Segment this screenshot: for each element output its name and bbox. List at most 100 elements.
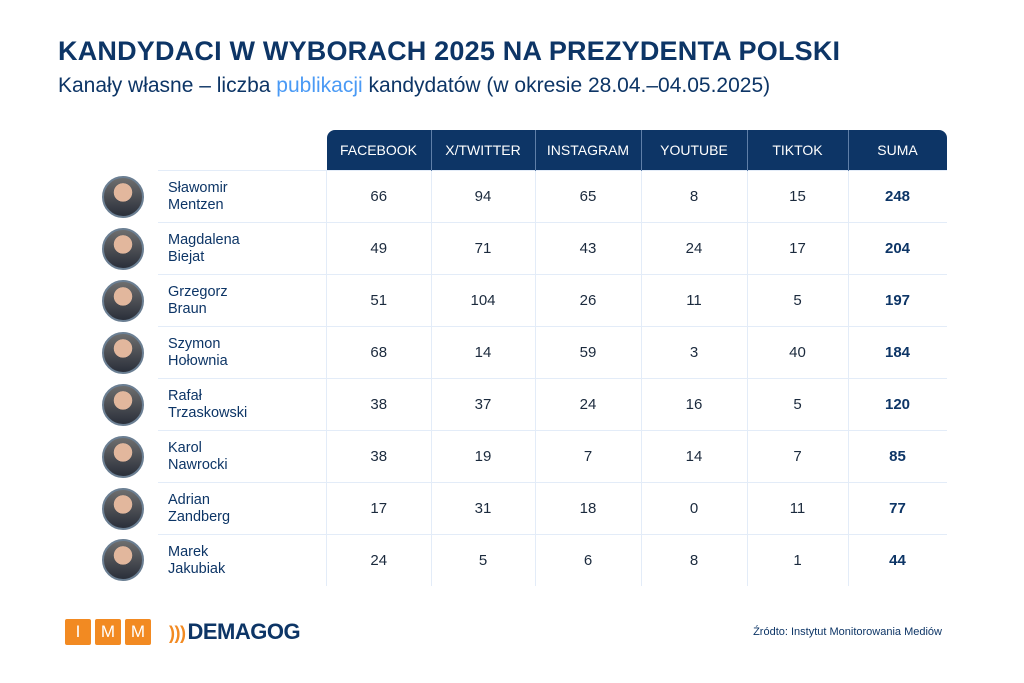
imm-logo-letter: I	[65, 619, 91, 645]
value-cell: 17	[746, 222, 848, 275]
last-name: Hołownia	[168, 352, 228, 369]
value-cell: 14	[640, 430, 747, 483]
value-cell: 3	[640, 326, 747, 379]
value-cell: 18	[534, 482, 641, 535]
avatar	[102, 227, 144, 270]
value-cell: 24	[534, 378, 641, 431]
value-cell: 38	[326, 430, 431, 483]
avatar	[102, 539, 144, 582]
value-cell: 65	[534, 170, 641, 223]
avatar-cell	[100, 327, 158, 379]
sum-cell: 204	[847, 222, 947, 275]
avatar	[102, 279, 144, 322]
last-name: Jakubiak	[168, 560, 226, 577]
first-name: Karol	[168, 439, 202, 456]
value-cell: 8	[640, 170, 747, 223]
avatar-cell	[100, 431, 158, 483]
imm-logo-letter: M	[125, 619, 151, 645]
last-name: Mentzen	[168, 196, 224, 213]
value-cell: 71	[430, 222, 535, 275]
first-name: Adrian	[168, 491, 210, 508]
sum-cell: 120	[847, 378, 947, 431]
candidate-name: Magdalena Biejat	[158, 222, 327, 275]
value-cell: 94	[430, 170, 535, 223]
publications-table: FACEBOOK X/TWITTER INSTAGRAM YOUTUBE TIKTOK S…	[100, 130, 947, 586]
candidate-name: Grzegorz Braun	[158, 274, 327, 327]
sum-cell: 184	[847, 326, 947, 379]
blank-header	[100, 130, 158, 171]
value-cell: 26	[534, 274, 641, 327]
avatar	[102, 331, 144, 374]
signal-waves-icon: )))	[169, 623, 186, 643]
demagog-logo: )))DEMAGOG	[169, 619, 301, 645]
last-name: Trzaskowski	[168, 404, 248, 421]
column-header: FACEBOOK	[326, 130, 431, 171]
sum-cell: 248	[847, 170, 947, 223]
first-name: Szymon	[168, 335, 221, 352]
sum-cell: 85	[847, 430, 947, 483]
value-cell: 6	[534, 534, 641, 586]
avatar	[102, 383, 144, 426]
value-cell: 16	[640, 378, 747, 431]
value-cell: 11	[640, 274, 747, 327]
value-cell: 43	[534, 222, 641, 275]
value-cell: 14	[430, 326, 535, 379]
table-row: Sławomir Mentzen 66 94 65 8 15 248	[100, 170, 947, 223]
imm-logo-letter: M	[95, 619, 121, 645]
value-cell: 51	[326, 274, 431, 327]
column-header: YOUTUBE	[640, 130, 747, 171]
value-cell: 24	[326, 534, 431, 586]
sum-cell: 44	[847, 534, 947, 586]
avatar	[102, 435, 144, 478]
candidate-name: Marek Jakubiak	[158, 534, 327, 586]
first-name: Magdalena	[168, 231, 240, 248]
last-name: Braun	[168, 300, 207, 317]
value-cell: 5	[430, 534, 535, 586]
candidate-name: Sławomir Mentzen	[158, 170, 327, 223]
source-note: Źródto: Instytut Monitorowania Mediów	[753, 626, 942, 638]
value-cell: 66	[326, 170, 431, 223]
blank-header	[158, 130, 327, 171]
sum-cell: 77	[847, 482, 947, 535]
value-cell: 5	[746, 274, 848, 327]
avatar	[102, 175, 144, 218]
candidate-name: Szymon Hołownia	[158, 326, 327, 379]
value-cell: 31	[430, 482, 535, 535]
subtitle-text: kandydatów (w okresie 28.04.–04.05.2025)	[362, 74, 771, 97]
avatar	[102, 487, 144, 530]
first-name: Sławomir	[168, 179, 228, 196]
table-row: Grzegorz Braun 51 104 26 11 5 197	[100, 274, 947, 327]
column-header: TIKTOK	[746, 130, 848, 171]
candidate-name: Adrian Zandberg	[158, 482, 327, 535]
first-name: Rafał	[168, 387, 202, 404]
table-row: Rafał Trzaskowski 38 37 24 16 5 120	[100, 378, 947, 431]
candidate-name: Karol Nawrocki	[158, 430, 327, 483]
avatar-cell	[100, 171, 158, 223]
last-name: Nawrocki	[168, 456, 228, 473]
avatar-cell	[100, 483, 158, 535]
last-name: Biejat	[168, 248, 205, 265]
sum-cell: 197	[847, 274, 947, 327]
avatar-cell	[100, 275, 158, 327]
value-cell: 7	[534, 430, 641, 483]
value-cell: 24	[640, 222, 747, 275]
table-row: Szymon Hołownia 68 14 59 3 40 184	[100, 326, 947, 379]
value-cell: 0	[640, 482, 747, 535]
column-header: INSTAGRAM	[534, 130, 641, 171]
value-cell: 40	[746, 326, 848, 379]
avatar-cell	[100, 223, 158, 275]
column-header: SUMA	[847, 130, 947, 171]
column-header: X/TWITTER	[430, 130, 535, 171]
value-cell: 37	[430, 378, 535, 431]
logos: I M M )))DEMAGOG	[65, 619, 301, 645]
value-cell: 17	[326, 482, 431, 535]
table-row: Marek Jakubiak 24 5 6 8 1 44	[100, 534, 947, 587]
value-cell: 1	[746, 534, 848, 586]
value-cell: 104	[430, 274, 535, 327]
last-name: Zandberg	[168, 508, 231, 525]
value-cell: 15	[746, 170, 848, 223]
table-row: Adrian Zandberg 17 31 18 0 11 77	[100, 482, 947, 535]
demagog-text: DEMAGOG	[187, 619, 301, 644]
avatar-cell	[100, 535, 158, 587]
value-cell: 68	[326, 326, 431, 379]
